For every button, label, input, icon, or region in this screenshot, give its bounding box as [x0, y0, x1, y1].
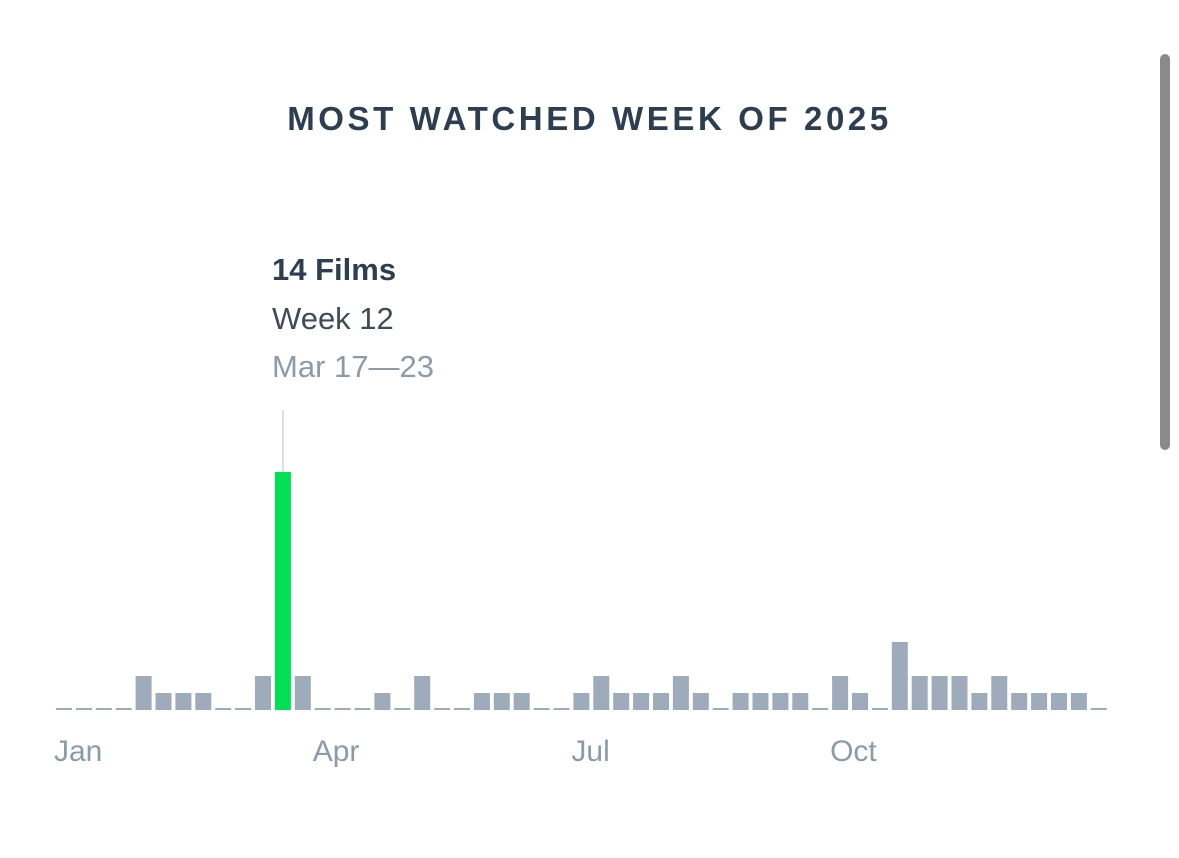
week-bar[interactable]: [991, 676, 1008, 710]
week-bar[interactable]: [235, 708, 252, 710]
week-bar[interactable]: [374, 693, 391, 710]
x-tick-label: Jan: [54, 735, 102, 768]
tooltip-week-number: Week 12: [272, 301, 394, 336]
week-bar[interactable]: [1051, 693, 1067, 710]
week-bar[interactable]: [294, 676, 311, 710]
week-bar[interactable]: [593, 676, 610, 710]
week-bar[interactable]: [454, 708, 470, 710]
week-bar[interactable]: [255, 676, 271, 710]
week-bar[interactable]: [115, 708, 132, 710]
week-bar[interactable]: [692, 693, 709, 710]
week-bar[interactable]: [135, 676, 152, 710]
week-bar[interactable]: [1011, 693, 1028, 710]
week-bar[interactable]: [1090, 708, 1107, 710]
week-bar[interactable]: [732, 693, 749, 710]
week-bar[interactable]: [752, 693, 769, 710]
week-bar[interactable]: [792, 693, 809, 710]
week-bar[interactable]: [772, 693, 789, 710]
vertical-scrollbar[interactable]: [1160, 54, 1170, 450]
week-bar[interactable]: [195, 693, 212, 710]
week-bar[interactable]: [1070, 693, 1087, 710]
week-bar[interactable]: [513, 693, 530, 710]
tooltip-date-range: Mar 17—23: [272, 349, 434, 384]
week-bar[interactable]: [712, 708, 729, 710]
week-bar[interactable]: [56, 708, 72, 710]
week-bar[interactable]: [215, 708, 232, 710]
x-tick-label: Oct: [830, 735, 877, 768]
week-bar[interactable]: [951, 676, 968, 710]
week-bar[interactable]: [334, 708, 351, 710]
week-bar[interactable]: [75, 708, 92, 710]
x-tick-label: Apr: [313, 735, 360, 768]
week-bar[interactable]: [653, 693, 669, 710]
week-bar[interactable]: [314, 708, 331, 710]
chart-title: MOST WATCHED WEEK OF 2025: [287, 100, 892, 137]
week-bar[interactable]: [473, 693, 490, 710]
week-bar[interactable]: [573, 693, 590, 710]
week-bar[interactable]: [832, 676, 849, 710]
tooltip-film-count: 14 Films: [272, 252, 397, 287]
week-bar[interactable]: [633, 693, 650, 710]
week-bar[interactable]: [155, 693, 172, 710]
week-bar[interactable]: [971, 693, 988, 710]
week-bar[interactable]: [812, 708, 829, 710]
week-bar[interactable]: [553, 708, 570, 710]
week-bar[interactable]: [175, 693, 192, 710]
x-tick-label: Jul: [571, 735, 609, 768]
week-bar[interactable]: [493, 693, 510, 710]
week-bar[interactable]: [672, 676, 689, 710]
week-bar[interactable]: [1031, 693, 1048, 710]
week-bar[interactable]: [414, 676, 431, 710]
highlighted-week-bar[interactable]: [274, 472, 291, 710]
week-bar[interactable]: [871, 708, 888, 710]
week-bar[interactable]: [394, 708, 411, 710]
week-bar[interactable]: [354, 708, 371, 710]
week-bar[interactable]: [613, 693, 630, 710]
week-bar[interactable]: [891, 642, 908, 710]
week-bar[interactable]: [931, 676, 948, 710]
week-bar[interactable]: [434, 708, 451, 710]
week-bar[interactable]: [852, 693, 868, 710]
week-bar[interactable]: [95, 708, 112, 710]
week-bar[interactable]: [533, 708, 550, 710]
week-bar[interactable]: [911, 676, 928, 710]
